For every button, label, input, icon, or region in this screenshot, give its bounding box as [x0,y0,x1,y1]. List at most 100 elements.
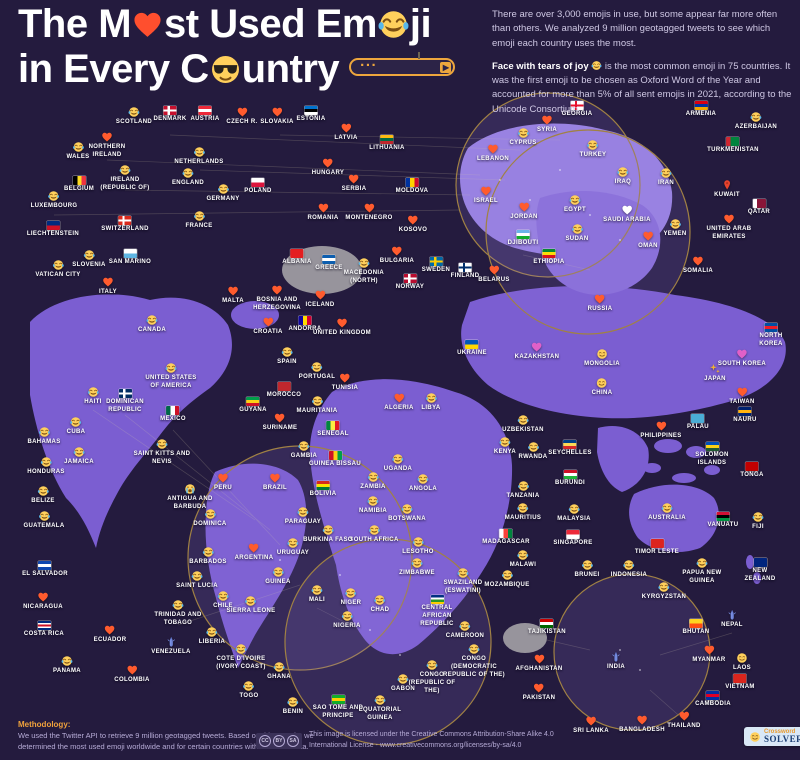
country-venezuela: VENEZUELA [151,636,191,657]
flag-icon [72,176,86,185]
license-text: This image is licensed under the Creativ… [309,730,554,751]
country-zimbabwe: ZIMBABWE [399,557,435,578]
country-label: SLOVENIA [72,262,106,268]
flag-icon [290,249,304,258]
joy-icon [468,643,480,655]
country-sao-tome-and-principe: SAO TOME AND PRINCIPE [307,695,369,721]
country-label: MYANMAR [692,657,726,663]
country-label: NAMIBIA [358,508,388,514]
country-label: HAITI [84,399,102,405]
flag-icon [316,481,330,490]
flag-icon [123,249,137,258]
cc-icon: CC [259,734,271,747]
country-label: WALES [66,154,90,160]
country-label: UNITED KINGDOM [313,330,371,336]
joy-icon [459,620,471,632]
joy-icon [587,139,599,151]
country-label: PAPUA NEW GUINEA [682,570,722,584]
flag-icon [118,389,132,398]
country-papua-new-guinea: PAPUA NEW GUINEA [671,557,733,586]
country-egypt: EGYPT [564,194,586,215]
heart-icon [262,316,274,328]
country-label: DOMINICA [193,521,227,527]
country-label: ROMANIA [307,215,339,221]
joy-icon [119,164,131,176]
heart-icon [271,284,283,296]
country-greece: GREECE [315,255,342,273]
country-moldova: MOLDOVA [396,178,429,196]
country-label: BAHAMAS [27,439,61,445]
country-belize: BELIZE [31,485,54,506]
title-text: ji [409,2,432,46]
country-bosnia-and-herzegovina: BOSNIA AND HERZEGOVINA [246,284,308,313]
country-label: NORTH KOREA [759,333,783,347]
heart-icon [642,230,654,242]
country-sweden: SWEDEN [422,257,450,275]
country-vanuatu: VANUATU [708,512,739,530]
country-ethiopia: ETHIOPIA [533,249,564,267]
country-label: ANGOLA [408,486,438,492]
joy-icon [660,167,672,179]
country-label: SAUDI ARABIA [603,217,651,223]
methodology: Methodology: We used the Twitter API to … [18,720,368,753]
joy-icon [83,249,95,261]
country-latvia: LATVIA [334,122,357,143]
heart-icon [636,714,648,726]
country-label: ALGERIA [384,405,414,411]
country-label: LEBANON [476,156,510,162]
country-label: SWAZILAND (ESWATINI) [443,580,483,594]
country-sierra-leone: SIERRA LEONE [227,595,276,616]
country-label: SAINT KITTS AND NEVIS [133,451,191,465]
title-text: in Every C [18,47,209,92]
country-barbados: BARBADOS [189,546,226,567]
country-albania: ALBANIA [282,249,311,267]
country-sudan: SUDAN [565,223,588,244]
country-label: YEMEN [663,231,687,237]
country-fiji: FIJI [752,511,764,532]
country-label: FINLAND [450,273,480,279]
joy-icon [417,473,429,485]
flag-icon [322,255,336,264]
country-turkey: TURKEY [580,139,607,160]
country-label: MOLDOVA [395,188,429,194]
heart-icon [126,664,138,676]
country-liberia: LIBERIA [199,626,225,647]
country-label: GREECE [315,265,343,271]
country-bulgaria: BULGARIA [380,245,414,266]
country-label: ANDORRA [288,326,322,332]
joy-icon [527,441,539,453]
country-label: TRINIDAD AND TOBAGO [154,612,202,626]
country-label: GEORGIA [561,111,593,117]
country-label: ITALY [98,289,118,295]
country-label: IRAN [657,180,675,186]
pink-heart-icon [531,341,543,353]
joy-icon [752,511,764,523]
joy-icon [272,566,284,578]
country-mali: MALI [309,584,325,605]
country-uruguay: URUGUAY [277,537,309,558]
country-label: DENMARK [153,116,187,122]
country-label: SWITZERLAND [101,226,149,232]
joy-icon [182,167,194,179]
country-label: VENEZUELA [151,649,191,655]
country-brazil: BRAZIL [263,472,287,493]
country-label: LATVIA [334,135,358,141]
country-north-korea: NORTH KOREA [757,323,786,349]
country-label: NIGER [340,600,362,606]
country-label: CAMEROON [445,633,485,639]
joy-icon [202,546,214,558]
country-label: MALTA [222,298,244,304]
country-guyana: GUYANA [239,397,267,415]
heart-icon [407,214,419,226]
country-united-states-of-america: UNITED STATES OF AMERICA [140,362,202,391]
country-afghanistan: AFGHANISTAN [515,653,562,674]
cc-badge-icon: CC BY SA [256,732,302,749]
country-peru: PERU [214,472,232,493]
country-bhutan: BHUTAN [683,619,710,637]
intro-bold-lead: Face with tears of joy [492,60,589,72]
flag-icon [706,691,720,700]
country-label: SERBIA [341,186,367,192]
heart-icon [736,386,748,398]
